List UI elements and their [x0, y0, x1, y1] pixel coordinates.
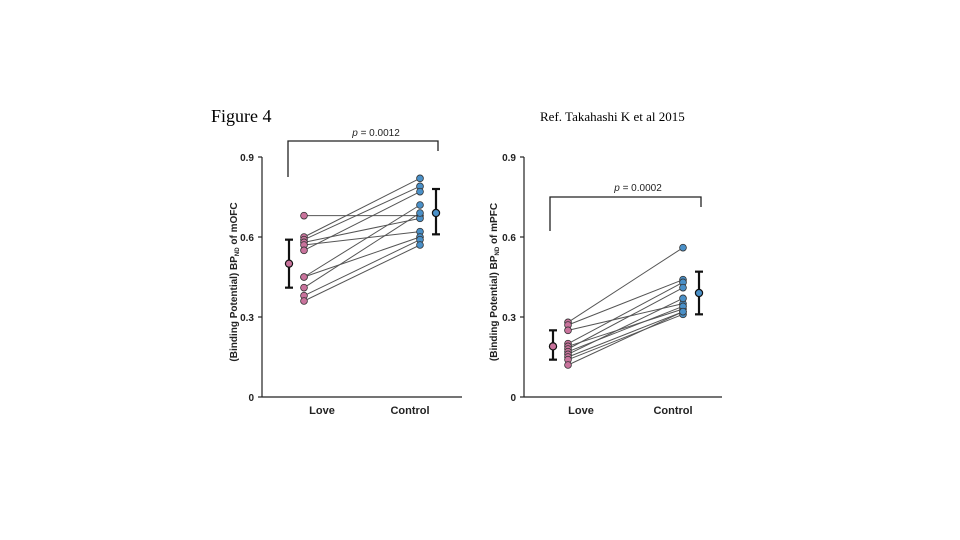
x-category-label: Control: [390, 405, 429, 417]
pair-line: [567, 313, 684, 361]
y-tick-label: 0.9: [240, 153, 254, 164]
reference-text: Ref. Takahashi K et al 2015: [540, 109, 685, 124]
x-category-label: Love: [309, 405, 335, 417]
pair-line: [567, 311, 684, 358]
y-tick-label: 0.3: [240, 313, 254, 324]
pair-line: [567, 308, 684, 347]
control-point: [416, 209, 424, 217]
pair-line: [303, 244, 421, 302]
love-point: [564, 326, 572, 335]
pair-line: [303, 217, 421, 243]
love-point: [300, 297, 308, 305]
love-mean-point: [548, 342, 558, 351]
p-value-label: p = 0.0012: [351, 128, 400, 139]
pair-line: [567, 279, 684, 326]
control-point: [679, 243, 687, 252]
pair-line: [303, 185, 421, 241]
control-mean-point: [431, 208, 441, 218]
love-point: [564, 361, 572, 369]
love-point: [300, 283, 308, 292]
y-axis-label: (Binding Potential) BPND of mPFC: [489, 203, 501, 361]
control-point: [416, 174, 424, 183]
p-value-label: p = 0.0002: [613, 183, 662, 194]
significance-bracket: [287, 140, 439, 177]
x-category-label: Control: [653, 405, 692, 417]
love-point: [300, 246, 308, 255]
y-tick-label: 0.9: [502, 153, 516, 164]
figure-title: Figure 4: [211, 106, 272, 126]
control-point: [679, 283, 687, 292]
control-point: [416, 241, 424, 249]
pair-line: [567, 311, 684, 366]
pair-line: [303, 239, 421, 297]
pair-line: [567, 281, 684, 345]
love-mean-point: [284, 259, 294, 268]
y-tick-label: 0: [248, 393, 254, 404]
y-axis-label: (Binding Potential) BPND of mOFC: [229, 202, 241, 361]
control-mean-point: [694, 288, 704, 298]
y-tick-label: 0.6: [240, 233, 254, 244]
pair-line: [567, 297, 684, 355]
pair-line: [567, 247, 684, 323]
pair-line: [567, 287, 684, 350]
control-point: [416, 187, 424, 196]
pair-line: [303, 236, 421, 278]
pair-line: [303, 177, 421, 238]
pair-line: [303, 212, 421, 289]
pair-line: [567, 305, 684, 353]
significance-bracket: [549, 196, 702, 231]
y-tick-label: 0: [510, 393, 516, 404]
y-tick-label: 0.3: [502, 313, 516, 324]
control-point: [679, 307, 687, 316]
love-point: [300, 211, 308, 220]
control-point: [679, 294, 687, 303]
love-point: [300, 273, 308, 281]
pair-line: [303, 231, 421, 246]
y-tick-label: 0.6: [502, 233, 516, 244]
chart-mofc: 0 0.3 0.6 0.9 Love Control (Binding Potential)…: [229, 128, 462, 417]
x-category-label: Love: [568, 405, 594, 417]
pair-line: [303, 191, 421, 251]
control-point: [416, 201, 424, 209]
pair-line: [303, 204, 421, 278]
chart-mpfc: 0 0.3 0.6 0.9 Love Control (Binding Potential)…: [489, 153, 722, 417]
